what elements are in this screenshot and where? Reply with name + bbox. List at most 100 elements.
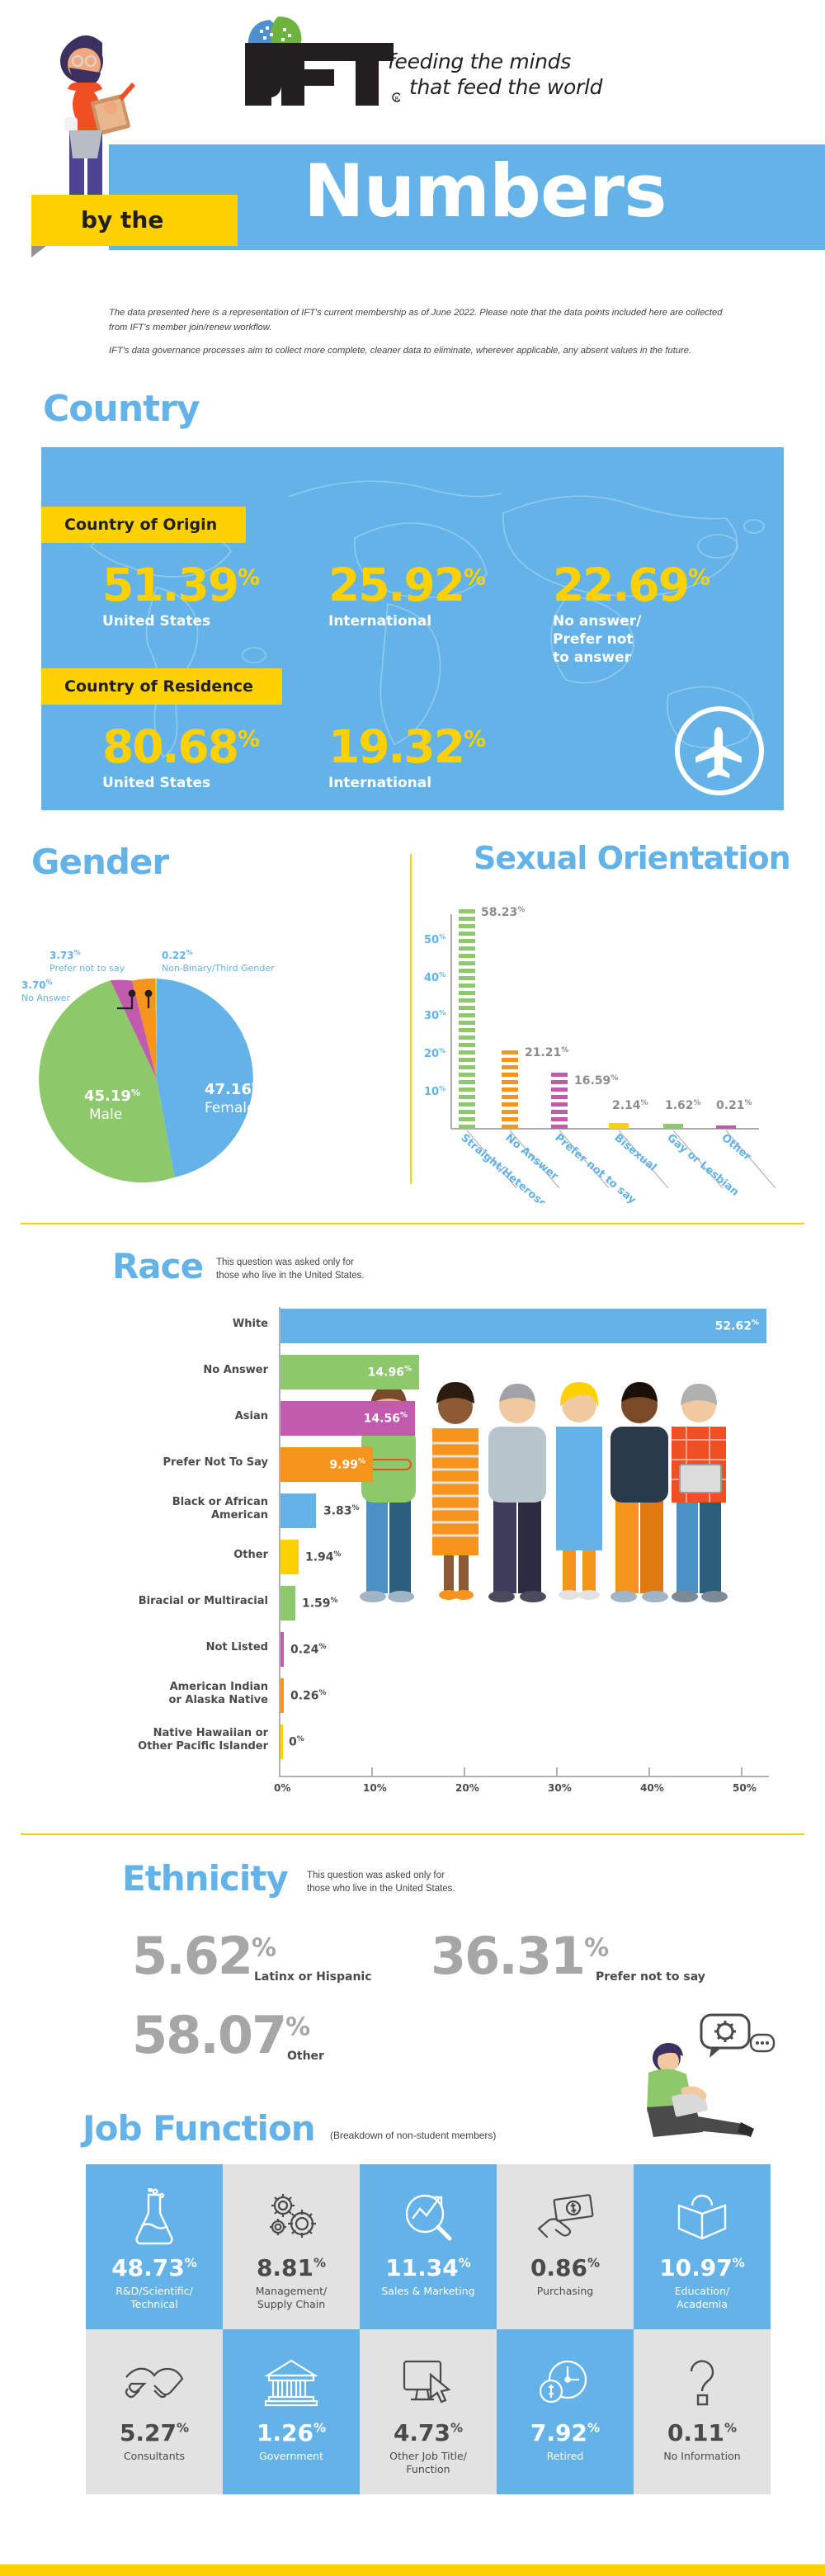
job-tile-rd-scientific[interactable]: 48.73% R&D/Scientific/ Technical: [86, 2164, 223, 2329]
by-the-label: by the: [81, 206, 164, 234]
person-2: [432, 1382, 478, 1600]
growth-chart-icon: [402, 2186, 455, 2250]
job-label-management: Management/ Supply Chain: [255, 2285, 328, 2311]
race-value-native-hawaiian: 0%: [289, 1735, 304, 1749]
ethnicity-label-prefer: Prefer not to say: [596, 1970, 705, 1984]
diverse-people-illustration: [360, 1382, 728, 1602]
ethnicity-value-prefer: 36.31%: [431, 1926, 610, 1986]
origin-label-us: United States: [102, 613, 211, 630]
race-bar-biracial: [280, 1586, 295, 1621]
person-1: [360, 1385, 416, 1602]
ethnicity-note: This question was asked only for those w…: [307, 1870, 455, 1895]
race-xtick-0: 0%: [274, 1782, 291, 1794]
ethnicity-title: Ethnicity: [122, 1858, 289, 1899]
so-value-no-answer: 21.21%: [525, 1046, 568, 1059]
gears-icon: [265, 2186, 318, 2250]
gender-name-prefer: Prefer not to say: [50, 962, 125, 974]
race-bar-white: 52.62%: [280, 1309, 766, 1343]
race-section: Race This question was asked only for th…: [0, 1246, 825, 1832]
job-label-no-information: No Information: [663, 2450, 741, 2462]
monitor-cursor-icon: [401, 2351, 455, 2415]
race-bar-prefer-not-to-say: 9.99%: [280, 1447, 373, 1482]
gender-value-nonbinary: 0.22%: [162, 949, 193, 961]
ethnicity-note-line-1: This question was asked only for: [307, 1871, 445, 1880]
divider-above-race: [21, 1223, 804, 1224]
job-label-rd: R&D/Scientific/ Technical: [116, 2285, 193, 2311]
country-title: Country: [43, 388, 200, 430]
person-4: [556, 1382, 602, 1600]
job-tile-retired[interactable]: 7.92% Retired: [497, 2329, 634, 2494]
job-tile-no-information[interactable]: 0.11% No Information: [634, 2329, 771, 2494]
race-value-biracial: 1.59%: [302, 1597, 338, 1611]
pie-label-male-name: Male: [89, 1106, 122, 1123]
job-label-other: Other Job Title/ Function: [389, 2450, 467, 2476]
race-label-biracial: Biracial or Multiracial: [138, 1595, 268, 1607]
job-tile-management[interactable]: 8.81% Management/ Supply Chain: [223, 2164, 360, 2329]
pie-label-female-name: Female: [205, 1100, 255, 1116]
job-tile-government[interactable]: 1.26% Government: [223, 2329, 360, 2494]
seated-person-illustration: [647, 2013, 776, 2137]
job-tile-purchasing[interactable]: 0.86% Purchasing: [497, 2164, 634, 2329]
by-the-tab: by the: [31, 195, 238, 246]
race-label-no-answer: No Answer: [203, 1364, 268, 1376]
country-section: Country Country of: [0, 388, 825, 825]
government-building-icon: [264, 2351, 318, 2415]
race-value-not-listed: 0.24%: [290, 1643, 327, 1657]
svg-text:R: R: [395, 96, 399, 102]
so-value-other: 0.21%: [716, 1099, 752, 1112]
bottom-yellow-bar: [0, 2564, 825, 2576]
pie-slice-female: [157, 979, 253, 1177]
sexual-orientation-chart: 10% 20% 30% 40% 50%: [424, 906, 776, 1203]
race-label-other: Other: [233, 1549, 268, 1561]
origin-label-no-answer: No answer/ Prefer not to answer: [553, 613, 642, 666]
job-label-government: Government: [259, 2450, 323, 2462]
origin-label-intl: International: [328, 613, 432, 630]
residence-value-us: 80.68%: [102, 720, 261, 773]
person-5: [610, 1382, 668, 1602]
tagline-line-1: feeding the minds: [388, 50, 571, 73]
country-of-residence-label: Country of Residence: [64, 677, 253, 696]
bar-prefer-not-to-say: 16.59%: [551, 1073, 618, 1129]
job-tile-sales-marketing[interactable]: 11.34% Sales & Marketing: [360, 2164, 497, 2329]
pie-slice-prefer-not-to-say: [132, 978, 157, 1079]
disclaimer: The data presented here is a representat…: [109, 305, 736, 358]
job-tile-education[interactable]: 10.97% Education/ Academia: [634, 2164, 771, 2329]
job-value-other: 4.73%: [393, 2419, 464, 2446]
race-bar-native-hawaiian: [280, 1724, 283, 1759]
job-label-sales: Sales & Marketing: [381, 2285, 475, 2297]
race-label-black: Black or African American: [172, 1496, 268, 1522]
residence-value-intl: 19.32%: [328, 720, 487, 773]
world-map-background: [89, 480, 765, 759]
origin-value-intl: 25.92%: [328, 559, 487, 611]
job-label-purchasing: Purchasing: [536, 2285, 594, 2297]
ethnicity-value-latinx: 5.62%: [132, 1926, 277, 1986]
race-label-not-listed: Not Listed: [205, 1641, 268, 1654]
gender-label-non-binary: 0.22% Non-Binary/Third Gender: [162, 949, 275, 974]
gender-title: Gender: [31, 842, 169, 882]
flask-icon: [130, 2186, 178, 2250]
job-value-no-information: 0.11%: [667, 2419, 738, 2446]
job-tile-other[interactable]: 4.73% Other Job Title/ Function: [360, 2329, 497, 2494]
race-value-american-indian: 0.26%: [290, 1689, 327, 1703]
job-value-rd: 48.73%: [111, 2254, 197, 2281]
header: R feeding the minds that feed the world …: [0, 0, 825, 356]
bar-no-answer: 21.21%: [502, 1046, 568, 1129]
leader-dot-prefer: [128, 989, 136, 998]
country-of-origin-label: Country of Origin: [64, 516, 218, 534]
origin-stat-no-answer: 22.69% No answer/ Prefer not to answer: [553, 563, 710, 667]
job-value-management: 8.81%: [256, 2254, 327, 2281]
residence-label-us: United States: [102, 775, 211, 791]
job-value-retired: 7.92%: [530, 2419, 601, 2446]
job-label-retired: Retired: [546, 2450, 584, 2462]
origin-value-us: 51.39%: [102, 559, 261, 611]
ethnicity-label-other: Other: [287, 2050, 324, 2063]
so-value-prefer: 16.59%: [574, 1074, 618, 1087]
race-xtick-20: 20%: [455, 1782, 479, 1794]
gender-section: Gender 47.16% Female 45.19% Male: [0, 842, 412, 1213]
handshake-icon: [123, 2351, 186, 2415]
clock-money-icon: [540, 2351, 591, 2415]
job-tile-consultants[interactable]: 5.27% Consultants: [86, 2329, 223, 2494]
race-label-white: White: [232, 1318, 268, 1330]
person-3: [488, 1384, 546, 1602]
y-tick-30: 30%: [424, 1009, 446, 1022]
